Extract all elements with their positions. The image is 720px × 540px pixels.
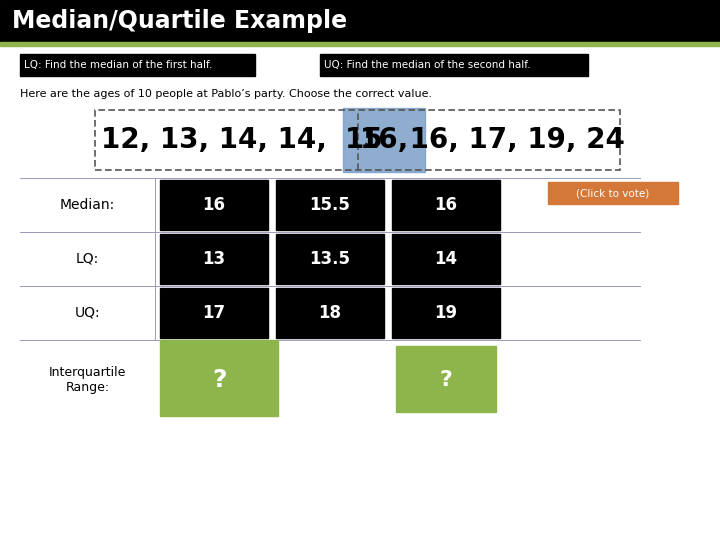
Bar <box>0 0 720 42</box>
Text: Interquartile
Range:: Interquartile Range: <box>49 366 126 394</box>
Bar <box>548 182 678 204</box>
Text: UQ:: UQ: <box>75 306 100 320</box>
Bar <box>160 340 278 416</box>
Text: 14: 14 <box>434 250 458 268</box>
Bar <box>160 180 268 230</box>
Bar <box>392 288 500 338</box>
Bar <box>20 54 255 76</box>
Text: Median/Quartile Example: Median/Quartile Example <box>12 9 347 33</box>
Text: 19: 19 <box>434 304 458 322</box>
Text: 13: 13 <box>202 250 225 268</box>
Text: 18: 18 <box>318 304 341 322</box>
Bar <box>276 180 384 230</box>
Bar <box>276 234 384 284</box>
Text: 12, 13, 14, 14,: 12, 13, 14, 14, <box>101 126 336 154</box>
Text: 16: 16 <box>202 196 225 214</box>
Bar <box>95 110 620 170</box>
Bar <box>276 288 384 338</box>
Text: 15.5: 15.5 <box>310 196 351 214</box>
Text: LQ:: LQ: <box>76 252 99 266</box>
Text: Median:: Median: <box>60 198 115 212</box>
Text: Range:: Range: <box>398 374 445 387</box>
Text: 17: 17 <box>202 304 225 322</box>
Text: ?: ? <box>440 370 452 390</box>
Bar <box>392 234 500 284</box>
Text: 16, 17, 19, 24: 16, 17, 19, 24 <box>400 126 624 154</box>
Text: Here are the ages of 10 people at Pablo’s party. Choose the correct value.: Here are the ages of 10 people at Pablo’… <box>20 89 432 99</box>
Text: 16: 16 <box>434 196 457 214</box>
Bar <box>160 288 268 338</box>
Text: 13.5: 13.5 <box>310 250 351 268</box>
Bar <box>396 346 496 412</box>
Bar <box>160 234 268 284</box>
Bar <box>0 42 720 46</box>
Text: (Click to vote): (Click to vote) <box>577 188 649 198</box>
Text: LQ: Find the median of the first half.: LQ: Find the median of the first half. <box>24 60 212 70</box>
Text: ?: ? <box>212 368 226 392</box>
Text: UQ: Find the median of the second half.: UQ: Find the median of the second half. <box>324 60 531 70</box>
Bar <box>392 180 500 230</box>
Text: 16,: 16, <box>359 126 409 154</box>
Bar <box>343 108 425 172</box>
Text: 15: 15 <box>345 126 384 154</box>
Bar <box>320 54 588 76</box>
